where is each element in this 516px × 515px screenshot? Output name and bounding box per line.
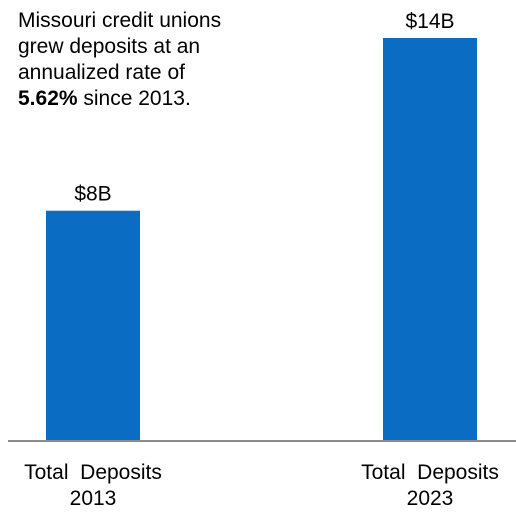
annotation-line-1: Missouri credit unions	[18, 9, 222, 32]
chart-annotation: Missouri credit unions grew deposits at …	[18, 8, 278, 112]
annotation-line-4: 5.62% since 2013.	[18, 86, 278, 112]
annotation-rate: 5.62%	[18, 87, 78, 110]
category-label-2-line-2: 2023	[407, 487, 454, 510]
category-label-1-line-1: Total Deposits	[24, 461, 162, 484]
bar-1	[46, 210, 140, 441]
data-label-2: $14B	[405, 10, 454, 33]
annotation-line-3: annualized rate of	[18, 61, 185, 84]
bar-2	[383, 38, 477, 441]
category-label-2-line-1: Total Deposits	[361, 461, 499, 484]
annotation-line-4-rest: since 2013.	[77, 87, 191, 110]
annotation-line-2: grew deposits at an	[18, 35, 201, 58]
category-label-1-line-2: 2013	[70, 487, 117, 510]
data-label-1: $8B	[74, 183, 111, 206]
